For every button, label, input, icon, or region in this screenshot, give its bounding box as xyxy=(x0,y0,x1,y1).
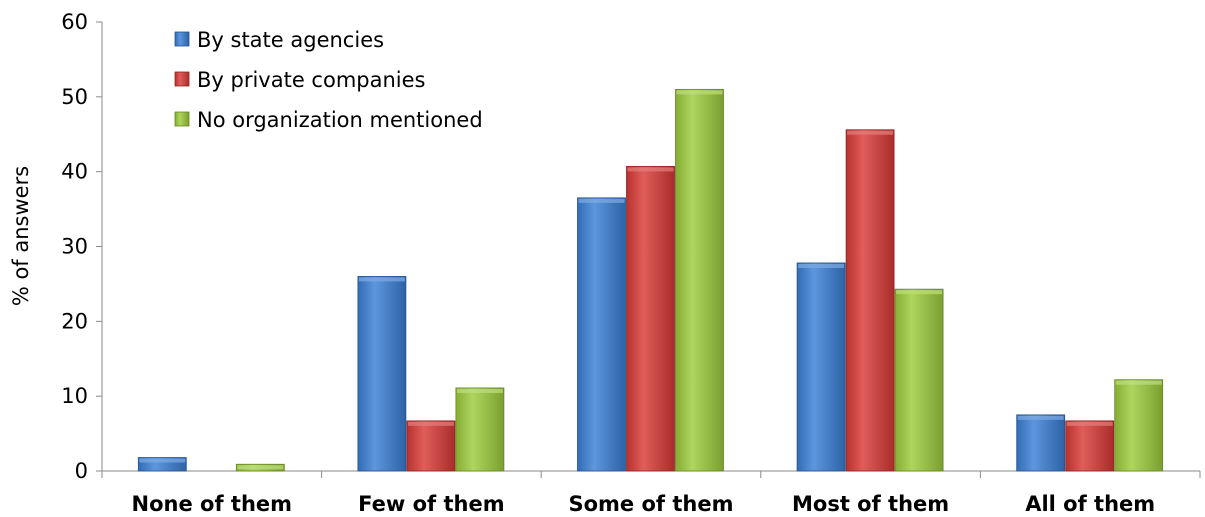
y-tick-label: 60 xyxy=(61,10,88,34)
bar-highlight xyxy=(358,277,405,282)
bar xyxy=(675,88,724,472)
legend-swatch xyxy=(174,111,190,127)
x-category-label: Few of them xyxy=(358,492,504,516)
bars xyxy=(137,88,1164,472)
bar-highlight xyxy=(1017,415,1064,420)
legend: By state agencies By private companies No … xyxy=(174,28,483,132)
bar-highlight xyxy=(1066,421,1113,426)
bar-highlight xyxy=(237,465,284,470)
bar-highlight xyxy=(896,290,943,295)
y-axis-title: % of answers xyxy=(9,166,33,306)
bar xyxy=(845,129,895,472)
bar xyxy=(357,276,407,472)
bar-highlight xyxy=(676,90,723,95)
y-tick-label: 50 xyxy=(61,85,88,109)
bar-highlight xyxy=(847,130,894,135)
x-category-label: All of them xyxy=(1025,492,1155,516)
y-tick-label: 20 xyxy=(61,309,88,333)
bar xyxy=(894,288,944,472)
y-tick-label: 40 xyxy=(61,160,88,184)
legend-swatch xyxy=(174,31,190,47)
legend-label: No organization mentioned xyxy=(197,108,483,132)
bar-highlight xyxy=(1115,380,1162,385)
x-category-label: Most of them xyxy=(792,492,949,516)
x-axis: None of them Few of them Some of them Most … xyxy=(101,470,1201,516)
x-category-label: None of them xyxy=(132,492,293,516)
bar xyxy=(577,197,626,472)
legend-label: By private companies xyxy=(197,68,426,92)
legend-label: By state agencies xyxy=(197,28,384,52)
bar xyxy=(1114,379,1164,472)
y-axis: 0 10 20 30 40 50 60 xyxy=(61,10,103,483)
bar xyxy=(1065,420,1115,472)
bar xyxy=(1016,414,1066,472)
y-tick-label: 30 xyxy=(61,235,88,259)
bar-highlight xyxy=(456,388,503,393)
bar-highlight xyxy=(798,263,845,268)
bar-highlight xyxy=(139,458,186,463)
bar-highlight xyxy=(407,421,454,426)
bar xyxy=(796,262,846,472)
bar-highlight xyxy=(578,198,625,203)
bar xyxy=(406,420,456,472)
bar xyxy=(626,166,675,472)
y-tick-label: 10 xyxy=(61,384,88,408)
x-category-label: Some of them xyxy=(569,492,734,516)
bar xyxy=(455,387,505,472)
y-tick-label: 0 xyxy=(75,459,88,483)
legend-swatch xyxy=(174,71,190,87)
bar-highlight xyxy=(627,167,674,172)
